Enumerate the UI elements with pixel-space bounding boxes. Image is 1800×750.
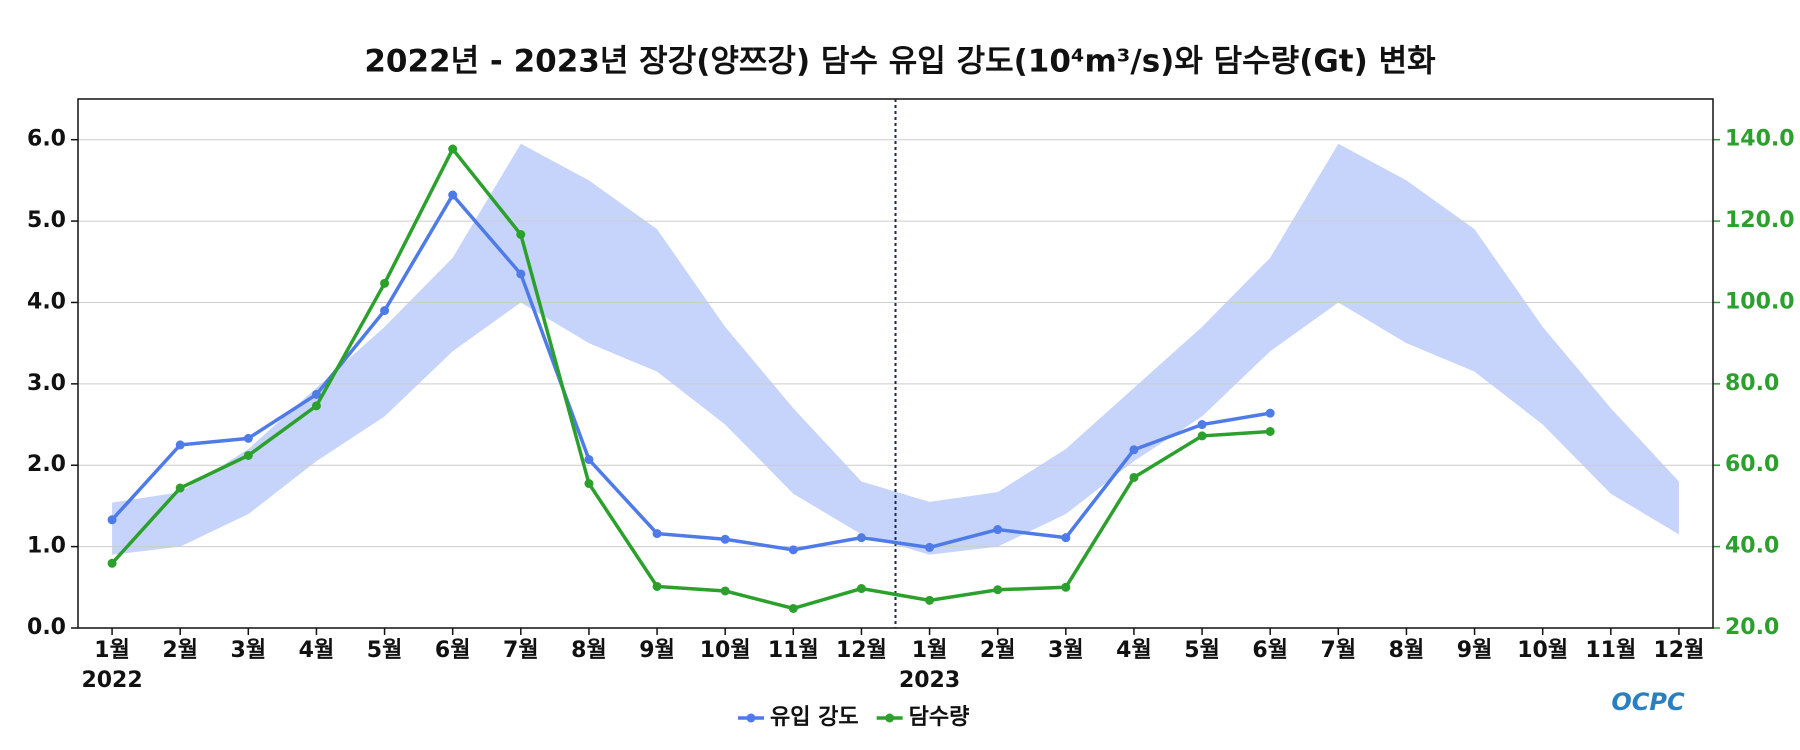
x-tick-label: 11월 — [1585, 638, 1636, 663]
y-tick-label: 1.0 — [27, 534, 66, 559]
series-point — [380, 306, 390, 316]
series-point — [1061, 533, 1071, 543]
climatology-band — [112, 143, 1679, 555]
y2-tick-label: 100.0 — [1725, 289, 1795, 314]
series-point — [311, 401, 321, 411]
series-point — [584, 455, 594, 465]
series-point — [516, 269, 526, 279]
series-point — [1265, 408, 1275, 418]
x-tick-label: 1월 — [94, 638, 130, 663]
series-point — [448, 144, 458, 154]
series-point — [652, 529, 662, 539]
x-tick-label: 9월 — [639, 638, 675, 663]
y2-tick-label: 140.0 — [1725, 127, 1795, 152]
x-tick-label: 5월 — [367, 638, 403, 663]
y-tick-label: 4.0 — [27, 289, 66, 314]
x-tick-label: 7월 — [503, 638, 539, 663]
year-label: 2023 — [899, 668, 960, 693]
x-tick-label: 2월 — [980, 638, 1016, 663]
legend-label: 유입 강도 — [770, 705, 859, 730]
x-tick-label: 8월 — [571, 638, 607, 663]
series-point — [311, 389, 321, 399]
x-tick-label: 1월 — [912, 638, 948, 663]
series-point — [1129, 472, 1139, 482]
x-tick-label: 2월 — [162, 638, 198, 663]
x-tick-label: 3월 — [1048, 638, 1084, 663]
y2-tick-label: 40.0 — [1725, 534, 1779, 559]
x-tick-label: 10월 — [700, 638, 751, 663]
series-point — [107, 558, 117, 568]
year-label: 2022 — [81, 668, 142, 693]
x-tick-label: 4월 — [1116, 638, 1152, 663]
x-tick-label: 11월 — [768, 638, 819, 663]
x-tick-label: 10월 — [1517, 638, 1568, 663]
series-point — [788, 545, 798, 555]
series-point — [243, 450, 253, 460]
x-tick-label: 6월 — [1252, 638, 1288, 663]
series-point — [107, 515, 117, 525]
series-point — [1061, 582, 1071, 592]
x-tick-label: 4월 — [299, 638, 335, 663]
series-point — [925, 542, 935, 552]
series-line — [110, 145, 1271, 611]
y2-tick-label: 80.0 — [1725, 371, 1779, 396]
legend-point — [885, 713, 895, 723]
x-tick-label: 5월 — [1184, 638, 1220, 663]
series-line — [110, 192, 1271, 552]
series-point — [1197, 431, 1207, 441]
y-tick-label: 3.0 — [27, 371, 66, 396]
x-tick-label: 12월 — [836, 638, 887, 663]
series-point — [1129, 445, 1139, 455]
series-point — [720, 534, 730, 544]
series-point — [380, 278, 390, 288]
series-point — [584, 479, 594, 489]
x-tick-label: 12월 — [1654, 638, 1705, 663]
y2-tick-label: 120.0 — [1725, 208, 1795, 233]
series-point — [652, 581, 662, 591]
series-point — [1197, 420, 1207, 430]
x-tick-label: 8월 — [1389, 638, 1425, 663]
series-point — [175, 483, 185, 493]
series-point — [856, 584, 866, 594]
y-tick-label: 5.0 — [27, 208, 66, 233]
series-point — [993, 585, 1003, 595]
series-point — [856, 533, 866, 543]
series-point — [448, 190, 458, 200]
y2-tick-label: 60.0 — [1725, 452, 1779, 477]
chart-title: 2022년 - 2023년 장강(양쯔강) 담수 유입 강도(10⁴m³/s)와… — [364, 44, 1436, 80]
series-point — [516, 230, 526, 240]
y-tick-label: 0.0 — [27, 615, 66, 640]
x-tick-label: 9월 — [1457, 638, 1493, 663]
series-point — [993, 525, 1003, 535]
series-point — [1265, 426, 1275, 436]
y-tick-label: 2.0 — [27, 452, 66, 477]
series-point — [243, 433, 253, 443]
legend-label: 담수량 — [909, 705, 970, 730]
y-tick-label: 6.0 — [27, 127, 66, 152]
x-tick-label: 3월 — [231, 638, 267, 663]
legend-point — [746, 713, 756, 723]
logo: OCPC — [1611, 688, 1685, 716]
series-point — [925, 595, 935, 605]
series-point — [175, 440, 185, 450]
x-tick-label: 7월 — [1321, 638, 1357, 663]
series-point — [720, 586, 730, 596]
series-point — [788, 603, 798, 613]
y2-tick-label: 20.0 — [1725, 615, 1779, 640]
x-tick-label: 6월 — [435, 638, 471, 663]
